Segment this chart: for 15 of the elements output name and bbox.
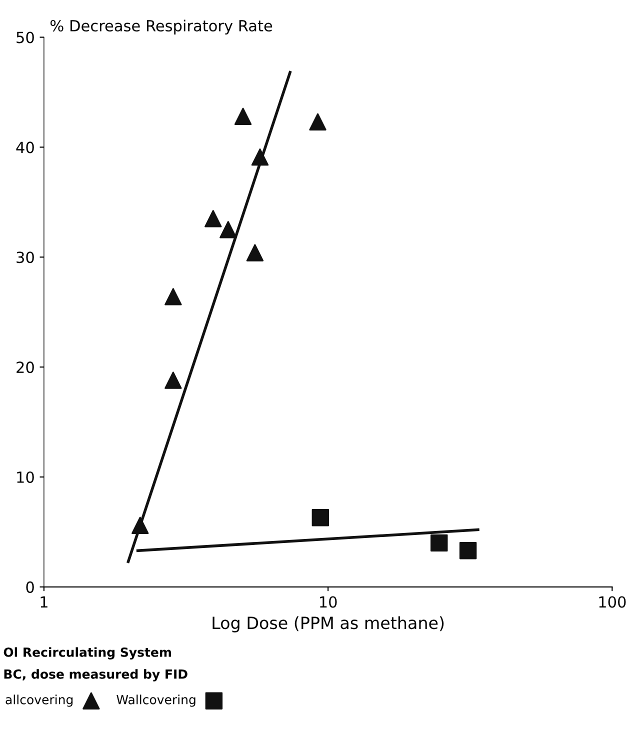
x-tick-label: 1 [40, 596, 48, 608]
y-axis-title: % Decrease Respiratory Rate [50, 20, 272, 34]
y-tick-label: 10 [17, 471, 34, 484]
y-tick-label: 0 [26, 581, 34, 593]
y-tick-label: 20 [16, 362, 34, 374]
y-tick-label: 30 [16, 252, 34, 264]
x-tick-label: 10 [320, 596, 337, 608]
text: BC, dose measured by FID [4, 669, 188, 682]
x-tick-label: 100 [599, 596, 626, 608]
x-axis-title: Log Dose (PPM as methane) [212, 616, 444, 632]
legend-label: Wallcovering [116, 694, 196, 707]
y-tick-label: 50 [16, 32, 34, 44]
text: Ol Recirculating System [4, 647, 171, 660]
y-tick-label: 40 [16, 142, 34, 154]
legend-label: allcovering [6, 694, 73, 707]
